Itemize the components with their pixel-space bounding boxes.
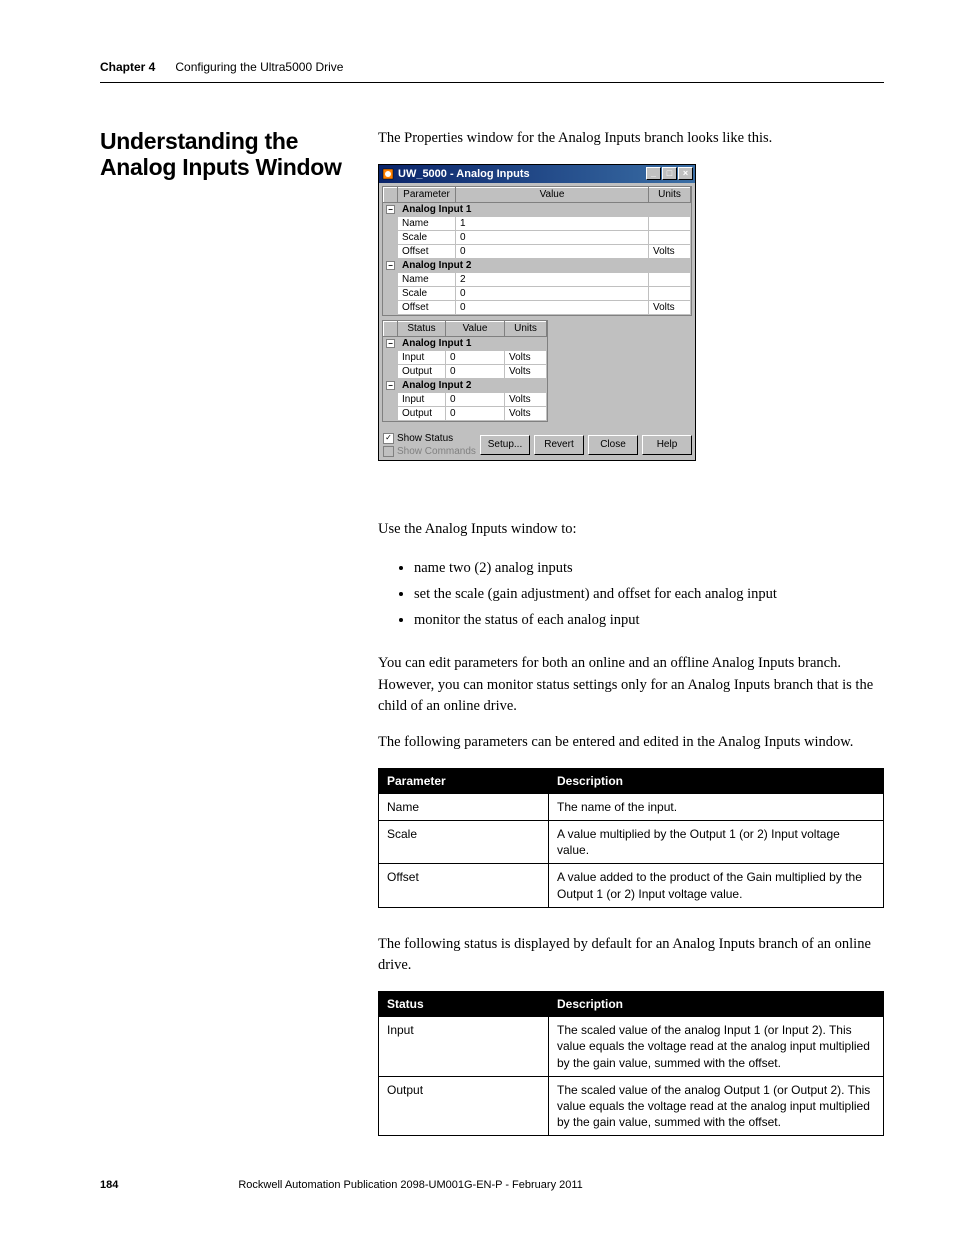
paragraph: The following parameters can be entered … xyxy=(378,732,884,754)
units-cell: Volts xyxy=(505,364,547,378)
group-label: Analog Input 2 xyxy=(398,258,691,272)
dialog-title: UW_5000 - Analog Inputs xyxy=(398,168,645,180)
value-cell[interactable]: 1 xyxy=(456,216,649,230)
table-cell: A value added to the product of the Gain… xyxy=(549,864,884,907)
units-cell: Volts xyxy=(505,350,547,364)
table-cell: The scaled value of the analog Input 1 (… xyxy=(549,1017,884,1077)
value-cell: 0 xyxy=(446,406,505,420)
analog-inputs-dialog: UW_5000 - Analog Inputs _ □ × Parameter xyxy=(378,164,696,461)
status-cell: Output xyxy=(398,364,446,378)
checkbox-icon: ✓ xyxy=(383,433,394,444)
chapter-title: Configuring the Ultra5000 Drive xyxy=(175,60,343,74)
param-cell: Offset xyxy=(398,244,456,258)
units-cell: Volts xyxy=(505,406,547,420)
units-cell xyxy=(649,272,691,286)
list-item: monitor the status of each analog input xyxy=(414,607,884,633)
checkbox-icon xyxy=(383,446,394,457)
table-cell: The scaled value of the analog Output 1 … xyxy=(549,1076,884,1136)
table-cell: A value multiplied by the Output 1 (or 2… xyxy=(549,820,884,863)
units-cell xyxy=(649,216,691,230)
value-cell: 0 xyxy=(446,350,505,364)
param-cell: Scale xyxy=(398,230,456,244)
list-item: name two (2) analog inputs xyxy=(414,555,884,581)
value-cell[interactable]: 0 xyxy=(456,300,649,314)
table-cell: The name of the input. xyxy=(549,793,884,820)
table-cell: Offset xyxy=(379,864,549,907)
status-doc-table: Status Description InputThe scaled value… xyxy=(378,991,884,1136)
use-intro: Use the Analog Inputs window to: xyxy=(378,519,884,541)
param-cell: Name xyxy=(398,216,456,230)
page-footer: 184 Rockwell Automation Publication 2098… xyxy=(100,1179,884,1191)
table-row: NameThe name of the input. xyxy=(379,793,884,820)
page-number: 184 xyxy=(100,1179,118,1191)
param-header[interactable]: Parameter xyxy=(398,187,456,202)
show-commands-checkbox: Show Commands xyxy=(383,446,476,457)
help-button[interactable]: Help xyxy=(642,435,692,455)
value-cell[interactable]: 0 xyxy=(456,230,649,244)
group-label: Analog Input 1 xyxy=(398,336,547,350)
revert-button[interactable]: Revert xyxy=(534,435,584,455)
status-intro: The following status is displayed by def… xyxy=(378,934,884,978)
close-dialog-button[interactable]: Close xyxy=(588,435,638,455)
units-cell: Volts xyxy=(649,300,691,314)
table-row: OffsetA value added to the product of th… xyxy=(379,864,884,907)
units-header[interactable]: Units xyxy=(649,187,691,202)
table-cell: Scale xyxy=(379,820,549,863)
table-header: Description xyxy=(549,768,884,793)
value-cell[interactable]: 2 xyxy=(456,272,649,286)
group-label: Analog Input 1 xyxy=(398,202,691,216)
paragraph: You can edit parameters for both an onli… xyxy=(378,653,884,718)
close-button[interactable]: × xyxy=(678,167,693,180)
table-cell: Name xyxy=(379,793,549,820)
section-heading: Understanding the Analog Inputs Window xyxy=(100,128,348,491)
status-cell: Output xyxy=(398,406,446,420)
status-header[interactable]: Status xyxy=(398,321,446,336)
param-cell: Offset xyxy=(398,300,456,314)
status-grid: Status Value Units − Analog Input 1 Inpu… xyxy=(382,320,548,422)
header-rule xyxy=(100,82,884,83)
minimize-button[interactable]: _ xyxy=(646,167,661,180)
units-cell: Volts xyxy=(505,392,547,406)
chapter-label: Chapter 4 xyxy=(100,60,155,74)
table-header: Parameter xyxy=(379,768,549,793)
table-row: OutputThe scaled value of the analog Out… xyxy=(379,1076,884,1136)
units-cell xyxy=(649,286,691,300)
intro-text: The Properties window for the Analog Inp… xyxy=(378,128,884,150)
list-item: set the scale (gain adjustment) and offs… xyxy=(414,581,884,607)
status-cell: Input xyxy=(398,392,446,406)
param-cell: Scale xyxy=(398,286,456,300)
table-row: InputThe scaled value of the analog Inpu… xyxy=(379,1017,884,1077)
setup-button[interactable]: Setup... xyxy=(480,435,530,455)
value-cell: 0 xyxy=(446,364,505,378)
show-status-checkbox[interactable]: ✓Show Status xyxy=(383,433,476,444)
status-cell: Input xyxy=(398,350,446,364)
publication-info: Rockwell Automation Publication 2098-UM0… xyxy=(238,1179,582,1191)
dialog-titlebar: UW_5000 - Analog Inputs _ □ × xyxy=(379,165,695,183)
value-cell[interactable]: 0 xyxy=(456,286,649,300)
table-cell: Output xyxy=(379,1076,549,1136)
table-header: Description xyxy=(549,992,884,1017)
units-cell: Volts xyxy=(649,244,691,258)
units-header[interactable]: Units xyxy=(505,321,547,336)
value-cell: 0 xyxy=(446,392,505,406)
value-header[interactable]: Value xyxy=(456,187,649,202)
tree-collapse-icon[interactable]: − xyxy=(386,339,395,348)
table-cell: Input xyxy=(379,1017,549,1077)
parameter-grid: Parameter Value Units − Analog Input 1 N… xyxy=(382,186,692,316)
value-cell[interactable]: 0 xyxy=(456,244,649,258)
param-cell: Name xyxy=(398,272,456,286)
group-label: Analog Input 2 xyxy=(398,378,547,392)
page-header: Chapter 4 Configuring the Ultra5000 Driv… xyxy=(100,60,884,74)
tree-collapse-icon[interactable]: − xyxy=(386,261,395,270)
app-icon xyxy=(382,168,394,180)
tree-collapse-icon[interactable]: − xyxy=(386,381,395,390)
table-header: Status xyxy=(379,992,549,1017)
maximize-button[interactable]: □ xyxy=(662,167,677,180)
table-row: ScaleA value multiplied by the Output 1 … xyxy=(379,820,884,863)
bullet-list: name two (2) analog inputs set the scale… xyxy=(414,555,884,633)
tree-collapse-icon[interactable]: − xyxy=(386,205,395,214)
parameter-doc-table: Parameter Description NameThe name of th… xyxy=(378,768,884,908)
value-header[interactable]: Value xyxy=(446,321,505,336)
units-cell xyxy=(649,230,691,244)
